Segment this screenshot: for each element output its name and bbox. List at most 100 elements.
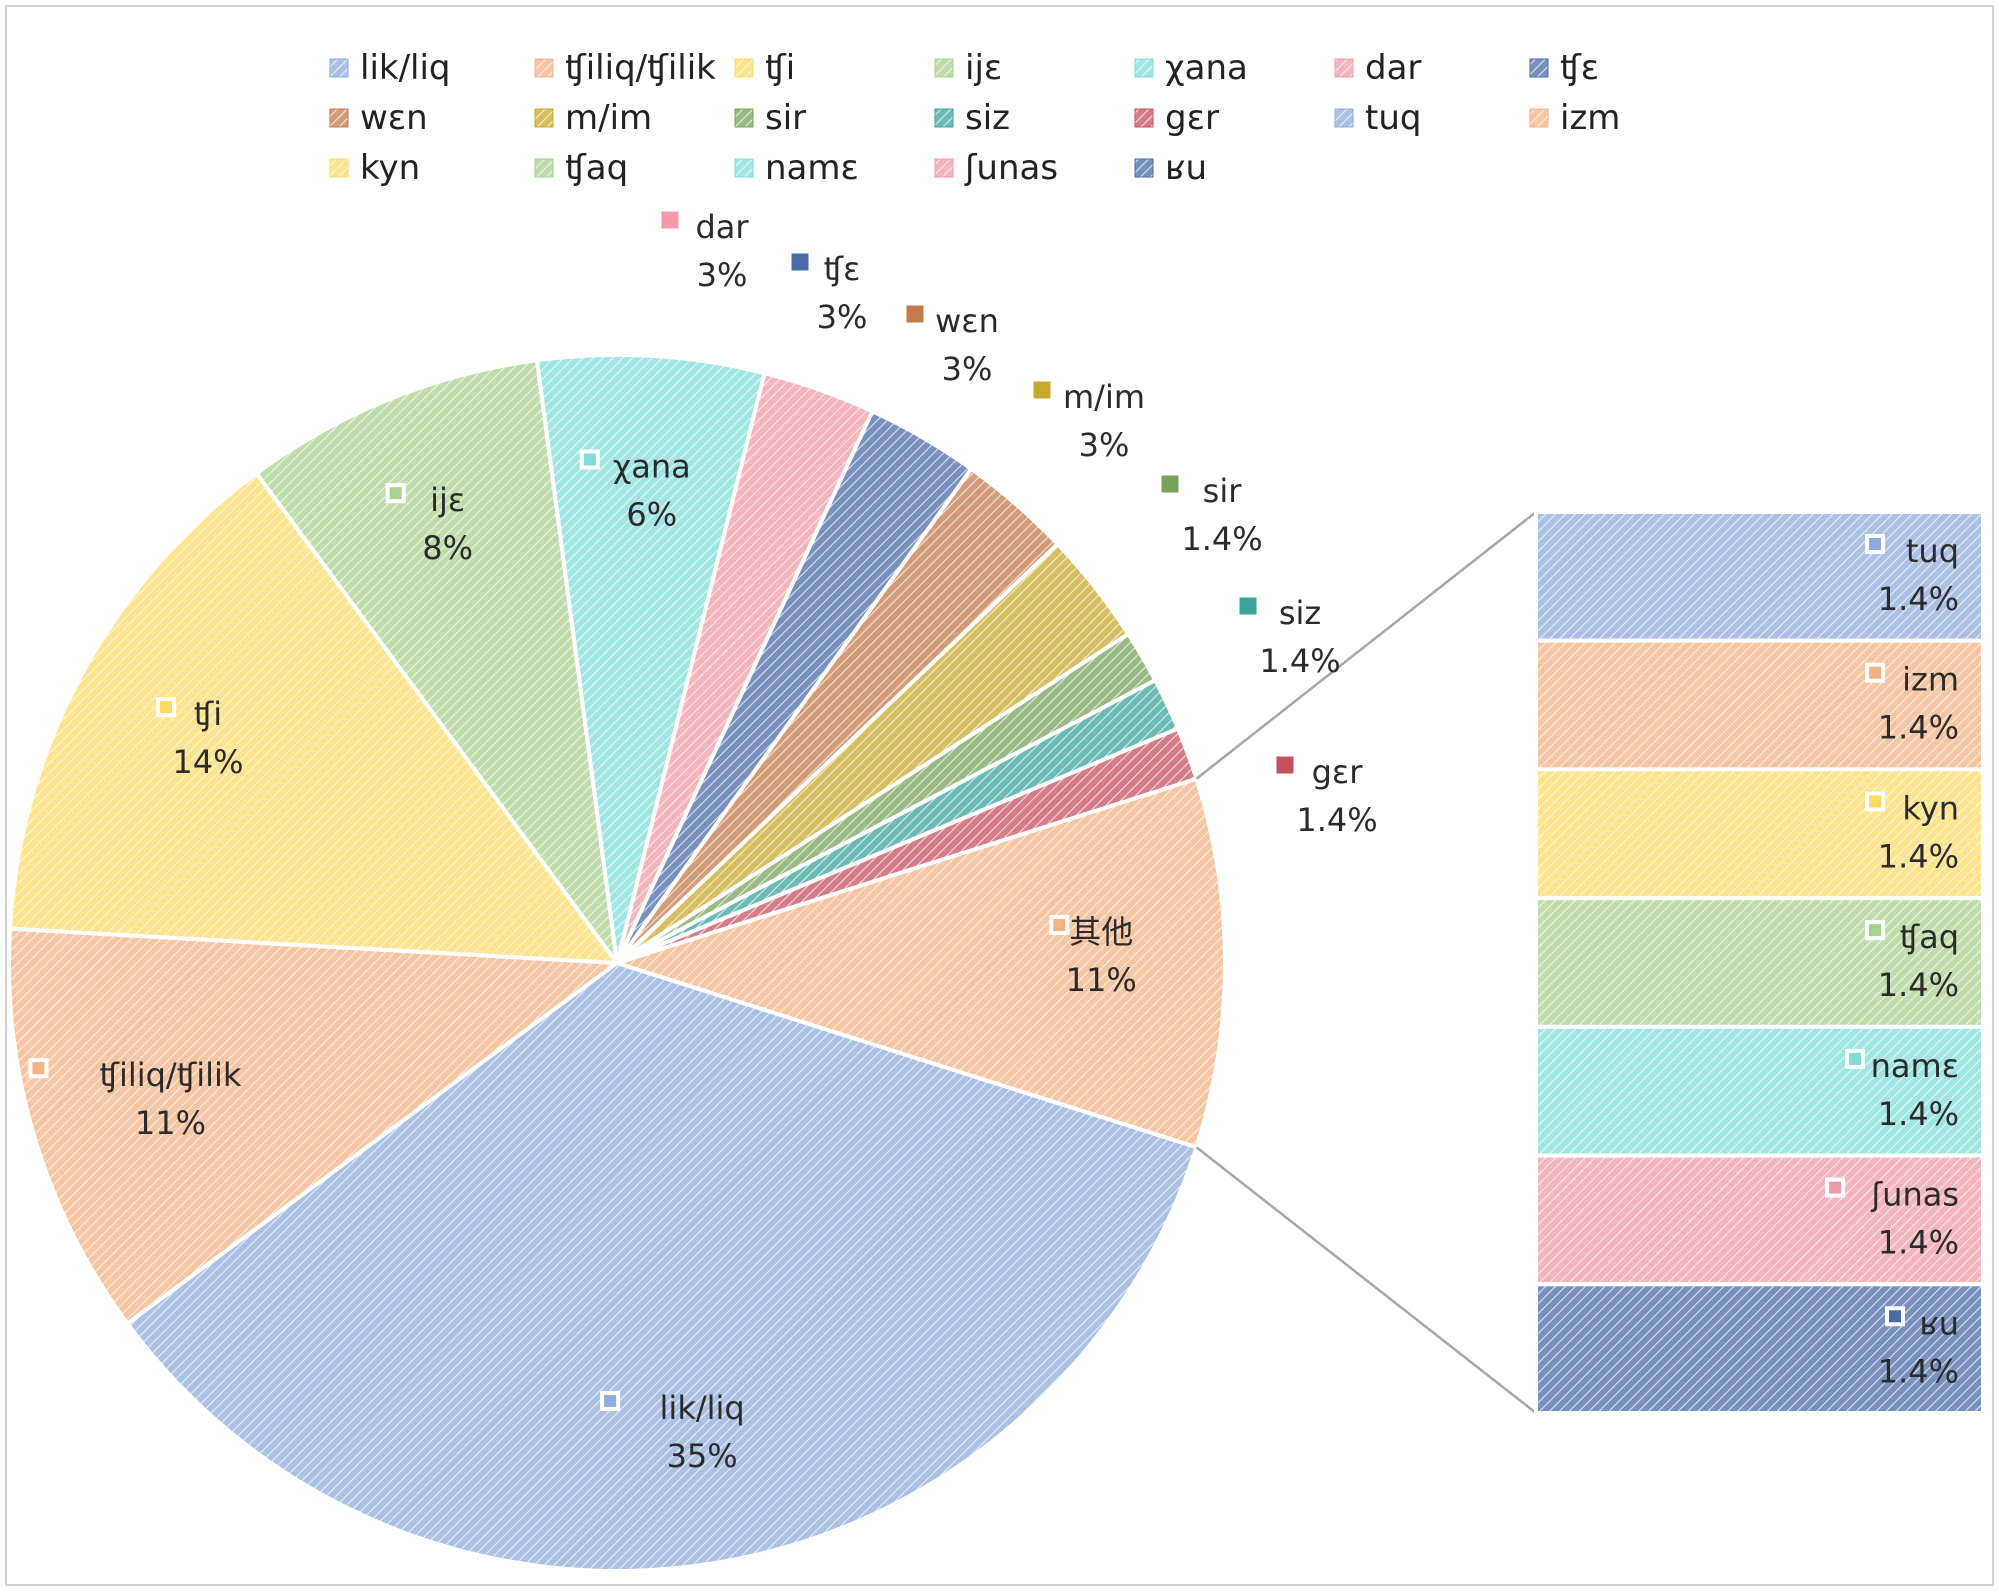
legend-swatch bbox=[534, 58, 554, 78]
legend-label: ʃunas bbox=[964, 148, 1058, 188]
label-name: ʁu bbox=[1919, 1304, 1959, 1342]
legend-label: ʧaq bbox=[565, 148, 628, 188]
label-value: 14% bbox=[172, 743, 243, 781]
label-marker bbox=[1865, 662, 1885, 683]
label-name: ʧɛ bbox=[824, 250, 861, 288]
data-label: ʁu 1.4% bbox=[1878, 1304, 1959, 1390]
legend-item: dar bbox=[1334, 48, 1421, 88]
label-marker bbox=[661, 211, 679, 229]
legend-swatch bbox=[329, 58, 349, 78]
data-labels: 其他 11% lik/liq 35% ʧiliq/ʧilik 11% ʧi 14% ijɛ 8% χ… bbox=[28, 208, 1959, 1475]
legend-swatch bbox=[734, 58, 754, 78]
label-value: 8% bbox=[422, 529, 473, 567]
legend-label: sir bbox=[765, 98, 806, 138]
label-name: ʧi bbox=[194, 695, 222, 733]
legend-swatch bbox=[534, 108, 554, 128]
label-marker bbox=[791, 253, 809, 271]
legend-swatch bbox=[1334, 58, 1354, 78]
pie-slices bbox=[7, 353, 1227, 1574]
bar-segment bbox=[1534, 767, 1985, 901]
data-label: ʧaq 1.4% bbox=[1865, 918, 1959, 1004]
label-marker bbox=[1885, 1306, 1905, 1327]
label-value: 1.4% bbox=[1878, 1224, 1959, 1262]
label-value: 1.4% bbox=[1259, 642, 1340, 680]
legend-label: kyn bbox=[360, 148, 420, 188]
legend: lik/liq ʧiliq/ʧilik ʧi ijɛ χana dar ʧɛ wɛn m/im s… bbox=[329, 48, 1620, 188]
label-marker bbox=[906, 305, 924, 323]
label-marker bbox=[385, 483, 406, 504]
label-name: χana bbox=[613, 448, 691, 486]
label-name: ʧaq bbox=[1900, 918, 1959, 956]
data-label: kyn 1.4% bbox=[1865, 789, 1959, 875]
data-label: namɛ 1.4% bbox=[1845, 1047, 1959, 1133]
label-name: ʧiliq/ʧilik bbox=[99, 1056, 241, 1094]
legend-item: ʧɛ bbox=[1529, 48, 1599, 88]
label-marker bbox=[1033, 381, 1051, 399]
data-label: siz 1.4% bbox=[1239, 594, 1341, 680]
legend-item: siz bbox=[934, 98, 1010, 138]
label-value: 11% bbox=[135, 1104, 206, 1142]
legend-label: ʧiliq/ʧilik bbox=[565, 48, 716, 88]
label-marker bbox=[600, 1390, 621, 1411]
bar-segment bbox=[1534, 896, 1985, 1029]
label-name: kyn bbox=[1902, 789, 1959, 827]
data-label: gɛr 1.4% bbox=[1276, 753, 1378, 839]
label-value: 3% bbox=[817, 298, 868, 336]
data-label: ʃunas 1.4% bbox=[1825, 1176, 1959, 1262]
pie-slice bbox=[7, 926, 623, 1327]
connector-lines bbox=[1195, 511, 1537, 1414]
legend-item: kyn bbox=[329, 148, 420, 188]
legend-swatch bbox=[329, 108, 349, 128]
legend-label: siz bbox=[965, 98, 1010, 138]
label-name: ijɛ bbox=[430, 481, 465, 519]
legend-label: namɛ bbox=[765, 148, 859, 188]
label-marker bbox=[1865, 534, 1885, 554]
label-name: dar bbox=[695, 208, 749, 246]
legend-swatch bbox=[934, 158, 954, 178]
label-value: 3% bbox=[942, 350, 993, 388]
label-value: 3% bbox=[1079, 426, 1130, 464]
label-value: 1.4% bbox=[1296, 801, 1377, 839]
label-marker bbox=[1865, 920, 1885, 941]
data-label: ʧiliq/ʧilik 11% bbox=[28, 1056, 242, 1142]
connector-line bbox=[1195, 1146, 1537, 1414]
legend-item: ijɛ bbox=[934, 48, 1002, 88]
data-label: izm 1.4% bbox=[1865, 661, 1959, 747]
label-name: 其他 bbox=[1069, 913, 1133, 951]
label-value: 1.4% bbox=[1878, 837, 1959, 875]
legend-item: ʁu bbox=[1134, 148, 1207, 188]
label-marker bbox=[1865, 791, 1885, 812]
legend-label: wɛn bbox=[360, 98, 428, 138]
label-value: 1.4% bbox=[1878, 1352, 1959, 1390]
bar-segment bbox=[1534, 510, 1985, 643]
legend-item: ʧiliq/ʧilik bbox=[534, 48, 716, 88]
data-label: ʧi 14% bbox=[155, 695, 244, 781]
label-value: 1.4% bbox=[1878, 709, 1959, 747]
legend-item: sir bbox=[734, 98, 806, 138]
label-marker bbox=[1825, 1177, 1845, 1198]
label-name: siz bbox=[1279, 594, 1321, 632]
legend-swatch bbox=[734, 108, 754, 128]
data-label: wɛn 3% bbox=[906, 302, 999, 388]
bar-segment bbox=[1534, 1153, 1985, 1287]
label-value: 1.4% bbox=[1878, 966, 1959, 1004]
legend-label: m/im bbox=[565, 98, 652, 138]
legend-item: m/im bbox=[534, 98, 652, 138]
label-value: 6% bbox=[626, 496, 677, 534]
label-marker bbox=[155, 697, 176, 718]
legend-item: ʧi bbox=[734, 48, 795, 88]
data-label: sir 1.4% bbox=[1161, 472, 1263, 558]
legend-swatch bbox=[1334, 108, 1354, 128]
pie-slice bbox=[253, 358, 619, 965]
data-label: ʧɛ 3% bbox=[791, 250, 868, 336]
label-value: 11% bbox=[1066, 961, 1137, 999]
label-name: sir bbox=[1203, 472, 1243, 510]
label-name: gɛr bbox=[1312, 753, 1364, 791]
legend-item: wɛn bbox=[329, 98, 428, 138]
pie-slice-other bbox=[610, 776, 1227, 1150]
data-label: χana 6% bbox=[579, 448, 691, 534]
label-marker bbox=[1049, 915, 1070, 935]
legend-swatch bbox=[1134, 158, 1154, 178]
